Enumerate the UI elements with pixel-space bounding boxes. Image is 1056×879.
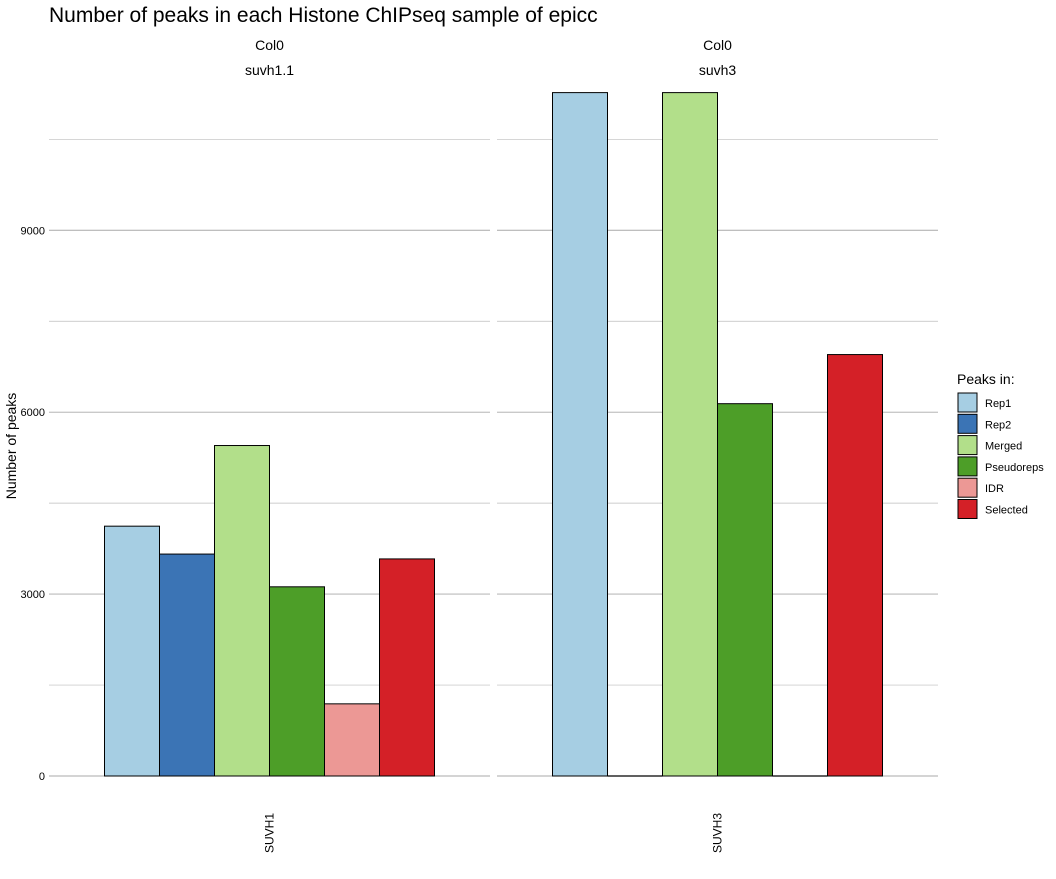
- legend-item: Rep1: [957, 392, 1011, 413]
- chart-title: Number of peaks in each Histone ChIPseq …: [49, 4, 598, 27]
- bar-selected: [379, 558, 435, 777]
- legend-label: IDR: [985, 483, 1004, 495]
- legend-item: Selected: [957, 499, 1028, 519]
- y-tick-label: 3000: [21, 589, 45, 601]
- bar-pseudoreps: [269, 586, 325, 777]
- facet-strip-label: suvh3: [699, 62, 737, 78]
- bar-merged: [214, 445, 270, 777]
- bar-merged: [662, 92, 718, 777]
- bar-rep2: [159, 553, 215, 777]
- bar-pseudoreps: [717, 403, 773, 777]
- x-tick-labels: SUVH1 SUVH3: [263, 813, 725, 853]
- bar-idr: [324, 703, 380, 777]
- bar-selected: [827, 354, 883, 777]
- legend-swatch: [957, 435, 978, 456]
- bar-rep1: [552, 92, 608, 777]
- legend-item: Pseudoreps: [957, 456, 1044, 477]
- y-tick-label: 6000: [21, 407, 45, 419]
- y-tick-labels: 0 3000 6000 9000: [21, 225, 45, 783]
- y-tick-label: 0: [39, 771, 45, 783]
- legend-swatch: [957, 413, 978, 434]
- bar-rep1: [104, 525, 160, 777]
- legend-swatch: [957, 477, 978, 498]
- legend-item: Merged: [957, 435, 1022, 456]
- legend-swatch: [957, 456, 978, 477]
- legend-swatch: [957, 392, 978, 413]
- facet-strip-label: Col0: [255, 37, 284, 53]
- facet-strip-label: suvh1.1: [245, 62, 294, 78]
- y-axis-label: Number of peaks: [3, 393, 19, 500]
- legend-label: Rep1: [985, 398, 1011, 410]
- legend-item: Rep2: [957, 413, 1011, 434]
- bars: [104, 92, 883, 777]
- legend-label: Selected: [985, 505, 1028, 517]
- facet-strips: Col0 suvh1.1 Col0 suvh3: [245, 37, 736, 78]
- y-tick-label: 9000: [21, 225, 45, 237]
- legend-label: Pseudoreps: [985, 462, 1044, 474]
- legend-label: Rep2: [985, 419, 1011, 431]
- x-tick-label: SUVH3: [711, 813, 725, 853]
- legend-swatch: [957, 499, 978, 519]
- x-tick-label: SUVH1: [263, 813, 277, 853]
- legend-label: Merged: [985, 441, 1022, 453]
- legend-item: IDR: [957, 477, 1004, 498]
- facet-strip-label: Col0: [703, 37, 732, 53]
- legend: Peaks in: Rep1 Rep2 Merged Pseudoreps IDR Sel…: [957, 371, 1044, 519]
- legend-title: Peaks in:: [957, 371, 1015, 387]
